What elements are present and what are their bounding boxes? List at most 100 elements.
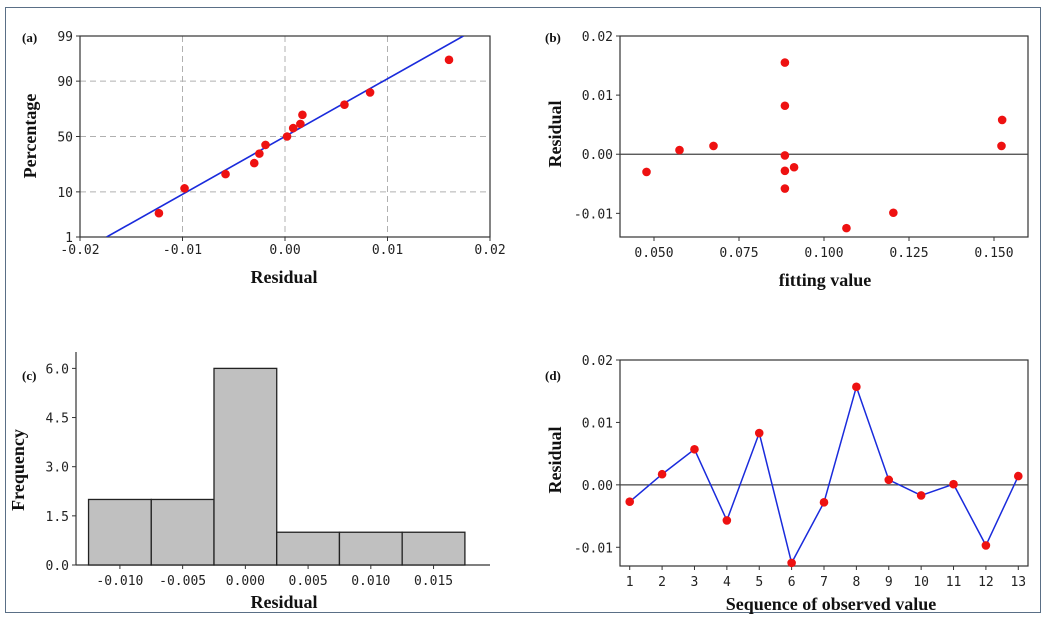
y-tick-label: -0.01 — [574, 541, 613, 556]
panel-d-frame — [619, 359, 1029, 567]
y-tick-label: 0.01 — [582, 89, 613, 104]
data-point — [842, 223, 851, 233]
data-point — [819, 498, 829, 507]
x-tick-label: 10 — [913, 575, 929, 590]
x-tick-label: 0.100 — [804, 246, 843, 261]
y-tick-label: 0.0 — [46, 559, 69, 574]
data-point — [949, 479, 958, 489]
x-tick-label: -0.010 — [96, 574, 143, 589]
histogram-bar — [213, 367, 278, 566]
data-point — [282, 132, 292, 141]
y-tick-label: 0.02 — [582, 30, 613, 45]
x-tick-label: 11 — [946, 575, 962, 590]
y-tick-label: 3.0 — [46, 461, 69, 476]
histogram-bar — [338, 531, 403, 566]
data-point — [249, 158, 259, 168]
data-point — [709, 141, 718, 151]
x-tick-label: 0.01 — [372, 243, 403, 258]
data-point — [787, 558, 796, 568]
data-point — [754, 428, 764, 438]
x-tick-label: 0.02 — [474, 243, 505, 258]
data-point — [690, 444, 699, 454]
x-tick-label: 0.005 — [289, 574, 328, 589]
data-point — [852, 382, 861, 392]
data-point — [1013, 471, 1023, 481]
x-tick-label: 12 — [978, 575, 994, 590]
data-point — [997, 141, 1006, 151]
data-point — [780, 166, 790, 176]
data-point — [789, 162, 799, 172]
data-point — [288, 123, 298, 133]
panel-label: (b) — [545, 30, 561, 45]
x-tick-label: 1 — [626, 575, 634, 590]
data-point — [255, 149, 264, 158]
data-point — [884, 475, 894, 485]
y-axis-title: Frequency — [8, 429, 28, 511]
x-axis-title: Residual — [250, 592, 317, 612]
y-tick-label: 50 — [57, 131, 73, 146]
x-tick-label: -0.01 — [163, 243, 202, 258]
y-axis-title: Residual — [545, 100, 565, 167]
data-point — [997, 115, 1007, 125]
data-point — [780, 184, 790, 193]
data-point — [296, 119, 305, 129]
x-tick-label: 0.015 — [414, 574, 453, 589]
data-point — [780, 58, 790, 67]
x-tick-label: -0.02 — [60, 243, 99, 258]
figure-frame — [5, 7, 1041, 613]
panel-b-frame — [619, 35, 1029, 238]
data-point — [642, 167, 651, 177]
y-tick-label: -0.01 — [574, 207, 613, 222]
y-tick-label: 0.00 — [582, 479, 613, 494]
data-point — [625, 497, 635, 507]
x-tick-label: 4 — [723, 575, 731, 590]
data-point — [221, 169, 230, 179]
histogram-bar — [401, 531, 466, 566]
y-tick-label: 1 — [65, 231, 73, 246]
x-tick-label: 6 — [788, 575, 796, 590]
x-tick-label: 0.150 — [974, 246, 1013, 261]
data-point — [916, 491, 926, 500]
data-point — [154, 208, 164, 218]
x-tick-label: 5 — [755, 575, 763, 590]
x-tick-label: 8 — [852, 575, 860, 590]
data-point — [780, 101, 790, 111]
y-tick-label: 0.02 — [582, 354, 613, 369]
panel-label: (a) — [22, 30, 37, 45]
x-tick-label: 0.050 — [634, 246, 673, 261]
y-tick-label: 4.5 — [46, 412, 69, 427]
data-point — [780, 151, 790, 160]
histogram-bar — [276, 531, 341, 566]
x-tick-label: 0.010 — [351, 574, 390, 589]
y-axis-title: Residual — [545, 426, 565, 493]
data-point — [657, 469, 667, 479]
data-point — [981, 541, 991, 550]
histogram-bar — [150, 498, 215, 566]
panel-label: (c) — [22, 368, 36, 383]
x-tick-label: -0.005 — [159, 574, 206, 589]
histogram-bar — [87, 498, 152, 566]
x-tick-label: 0.000 — [226, 574, 265, 589]
data-point — [722, 516, 732, 525]
data-point — [444, 55, 454, 65]
x-tick-label: 13 — [1010, 575, 1026, 590]
y-tick-label: 1.5 — [46, 510, 69, 525]
y-tick-label: 0.01 — [582, 416, 613, 431]
data-point — [180, 184, 189, 193]
x-tick-label: 2 — [658, 575, 666, 590]
y-tick-label: 99 — [57, 30, 73, 45]
x-tick-label: 0.075 — [719, 246, 758, 261]
data-point — [298, 110, 307, 120]
y-axis-title: Percentage — [20, 94, 40, 179]
x-axis-title: fitting value — [779, 270, 872, 290]
y-tick-label: 10 — [57, 186, 73, 201]
y-tick-label: 90 — [57, 75, 73, 90]
data-point — [261, 140, 270, 150]
x-axis-title: Sequence of observed value — [726, 594, 937, 614]
data-point — [365, 88, 375, 97]
y-tick-label: 0.00 — [582, 148, 613, 163]
x-tick-label: 3 — [691, 575, 699, 590]
x-axis-title: Residual — [250, 267, 317, 287]
y-tick-label: 6.0 — [46, 362, 69, 377]
panel-label: (d) — [545, 368, 561, 383]
